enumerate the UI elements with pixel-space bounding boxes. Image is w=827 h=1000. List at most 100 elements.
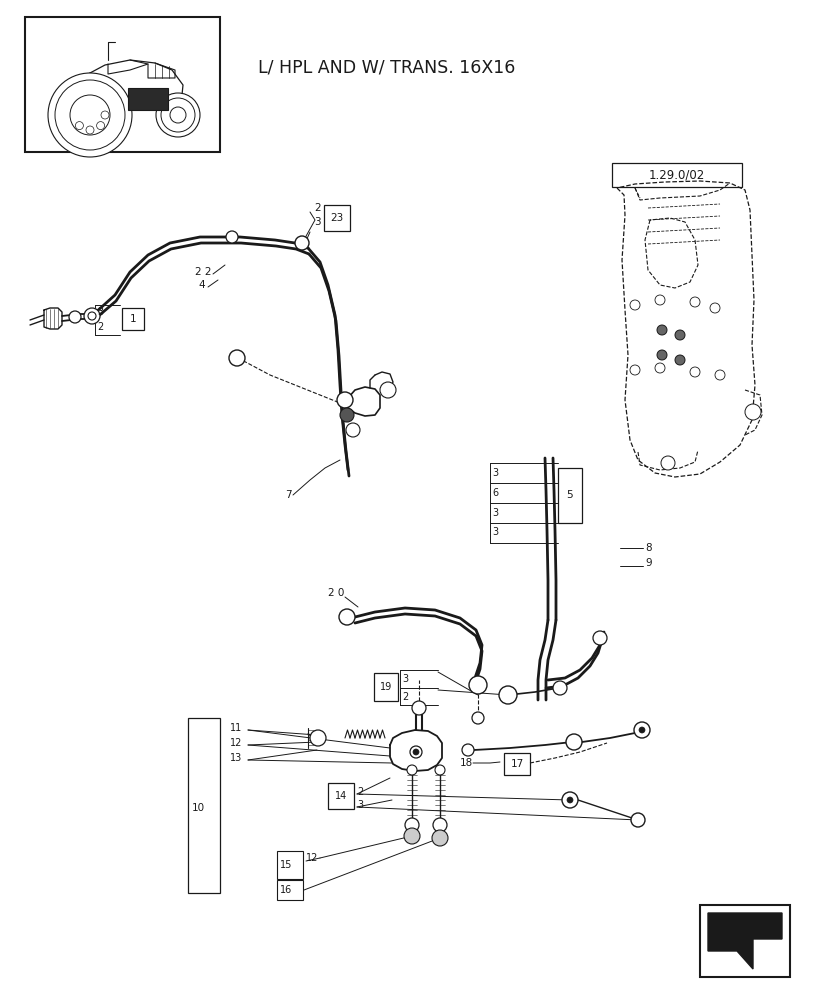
Circle shape [633, 722, 649, 738]
Circle shape [744, 404, 760, 420]
Circle shape [70, 95, 110, 135]
Circle shape [160, 98, 195, 132]
Circle shape [552, 681, 566, 695]
Text: 3: 3 [313, 217, 320, 227]
Circle shape [674, 355, 684, 365]
Circle shape [709, 303, 719, 313]
Circle shape [562, 792, 577, 808]
Circle shape [629, 300, 639, 310]
Circle shape [468, 676, 486, 694]
Circle shape [88, 312, 96, 320]
Circle shape [656, 325, 667, 335]
Text: 12: 12 [306, 853, 318, 863]
Bar [504, 753, 529, 775]
Text: 8: 8 [644, 543, 651, 553]
Circle shape [404, 818, 418, 832]
Circle shape [97, 122, 104, 130]
Bar [323, 205, 350, 231]
Circle shape [75, 122, 84, 130]
Text: 2: 2 [356, 787, 363, 797]
Circle shape [471, 712, 484, 724]
Circle shape [654, 295, 664, 305]
Text: 11: 11 [230, 723, 242, 733]
Circle shape [229, 350, 245, 366]
Text: 7: 7 [284, 490, 291, 500]
Circle shape [715, 370, 724, 380]
Circle shape [48, 73, 131, 157]
Text: 4: 4 [198, 280, 204, 290]
Text: 5: 5 [566, 490, 572, 500]
Circle shape [407, 765, 417, 775]
Circle shape [674, 330, 684, 340]
Text: 3: 3 [356, 800, 363, 810]
Circle shape [101, 111, 109, 119]
Circle shape [404, 828, 419, 844]
Circle shape [689, 367, 699, 377]
Circle shape [409, 746, 422, 758]
Text: 16: 16 [280, 885, 292, 895]
Circle shape [434, 765, 444, 775]
Bar [25, 17, 220, 152]
Circle shape [629, 365, 639, 375]
Text: 2: 2 [97, 322, 103, 332]
Circle shape [86, 126, 94, 134]
Circle shape [338, 609, 355, 625]
Text: 2 2: 2 2 [195, 267, 211, 277]
Text: 9: 9 [644, 558, 651, 568]
Circle shape [84, 308, 100, 324]
Circle shape [346, 423, 360, 437]
Text: 2 0: 2 0 [327, 588, 344, 598]
Bar [327, 783, 354, 809]
Circle shape [638, 727, 644, 733]
Circle shape [337, 392, 352, 408]
Circle shape [656, 350, 667, 360]
Text: 10: 10 [192, 803, 205, 813]
Text: 2: 2 [402, 692, 408, 702]
Text: 1.29.0/02: 1.29.0/02 [648, 168, 705, 182]
Circle shape [660, 456, 674, 470]
Bar [374, 673, 398, 701]
Circle shape [566, 734, 581, 750]
Bar [277, 880, 303, 900]
Text: 3: 3 [491, 527, 498, 537]
Text: 1: 1 [130, 314, 136, 324]
Text: L/ HPL AND W/ TRANS. 16X16: L/ HPL AND W/ TRANS. 16X16 [258, 59, 514, 77]
Text: 3: 3 [97, 307, 103, 317]
Bar [277, 851, 303, 879]
Circle shape [309, 730, 326, 746]
Circle shape [294, 236, 308, 250]
Bar [557, 468, 581, 523]
Circle shape [340, 408, 354, 422]
Circle shape [413, 749, 418, 755]
Text: 13: 13 [230, 753, 242, 763]
Text: 3: 3 [491, 468, 498, 478]
Circle shape [592, 631, 606, 645]
Bar [128, 88, 168, 110]
Circle shape [432, 830, 447, 846]
Circle shape [69, 311, 81, 323]
Circle shape [499, 686, 516, 704]
Text: 18: 18 [460, 758, 473, 768]
Text: 6: 6 [491, 488, 498, 498]
Circle shape [566, 797, 572, 803]
Bar [188, 718, 220, 893]
Bar [611, 163, 741, 187]
Text: 17: 17 [509, 759, 523, 769]
Circle shape [380, 382, 395, 398]
Text: 2: 2 [313, 203, 320, 213]
Circle shape [654, 363, 664, 373]
Polygon shape [707, 913, 781, 969]
Text: 14: 14 [334, 791, 347, 801]
Circle shape [155, 93, 200, 137]
Bar [699, 905, 789, 977]
Text: 19: 19 [380, 682, 392, 692]
Text: 3: 3 [491, 508, 498, 518]
Circle shape [433, 818, 447, 832]
Circle shape [170, 107, 186, 123]
Text: 23: 23 [330, 213, 343, 223]
Circle shape [689, 297, 699, 307]
Circle shape [461, 744, 473, 756]
Text: 3: 3 [402, 674, 408, 684]
Circle shape [412, 701, 425, 715]
Text: 15: 15 [280, 860, 292, 870]
